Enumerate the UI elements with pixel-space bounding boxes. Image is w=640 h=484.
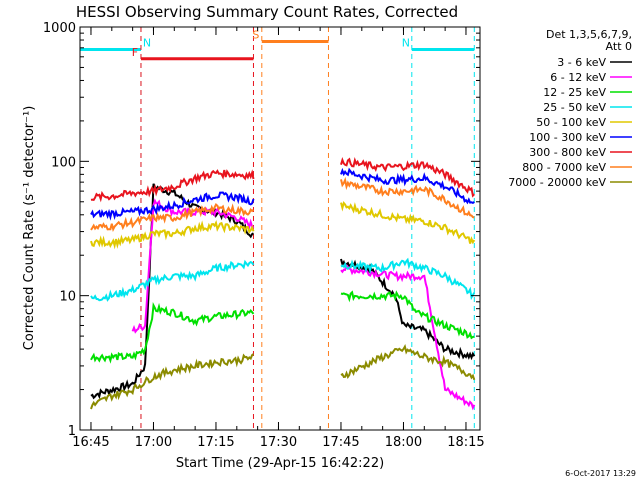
flag-label: F (132, 46, 138, 59)
series-line (90, 219, 255, 250)
y-axis: 1 10 100 1000 (43, 21, 480, 439)
legend-label: 25 - 50 keV (543, 101, 606, 114)
y-tick-label: 100 (51, 155, 76, 170)
series-line (340, 156, 476, 198)
x-tick-label: 17:00 (135, 435, 172, 450)
legend-header: Det 1,3,5,6,7,9, (546, 28, 632, 41)
chart-title: HESSI Observing Summary Count Rates, Cor… (76, 3, 458, 21)
legend: Det 1,3,5,6,7,9,Att 03 - 6 keV 6 - 12 keV… (508, 28, 632, 189)
series-line (90, 259, 255, 302)
legend-label: 6 - 12 keV (550, 71, 606, 84)
series-line (90, 353, 255, 410)
x-tick-label: 17:45 (322, 435, 359, 450)
series-line (90, 169, 255, 203)
y-axis-label: Corrected Count Rate (s⁻¹ detector⁻¹) (22, 106, 37, 351)
series-line (340, 258, 476, 361)
series-line (340, 290, 475, 340)
series-line (340, 176, 475, 219)
legend-label: 100 - 300 keV (529, 131, 606, 144)
legend-header: Att 0 (606, 40, 632, 53)
series-line (340, 257, 476, 301)
legend-label: 3 - 6 keV (557, 56, 606, 69)
series-line (90, 301, 255, 364)
x-tick-label: 16:45 (72, 435, 109, 450)
legend-label: 800 - 7000 keV (522, 161, 606, 174)
series-line (90, 203, 255, 232)
series-line (90, 183, 254, 400)
footer-timestamp: 6-Oct-2017 13:29 (565, 469, 636, 478)
series-line (340, 167, 475, 205)
legend-label: 50 - 100 keV (536, 116, 606, 129)
flag-label: N (402, 36, 410, 49)
x-tick-label: 18:00 (385, 435, 422, 450)
legend-label: 12 - 25 keV (543, 86, 606, 99)
x-tick-label: 17:15 (197, 435, 234, 450)
y-tick-label: 1 (68, 424, 76, 439)
series-line (90, 191, 255, 221)
legend-label: 7000 - 20000 keV (508, 176, 606, 189)
y-tick-label: 10 (59, 290, 76, 305)
series-line (340, 200, 476, 245)
y-tick-label: 1000 (43, 21, 76, 36)
flag-label: S (252, 28, 259, 41)
x-tick-label: 18:15 (447, 435, 484, 450)
x-axis: 16:45 17:00 17:15 17:30 17:45 18:00 18:15 (72, 27, 485, 450)
plot-frame (79, 26, 481, 431)
series-line (340, 343, 476, 381)
x-axis-label: Start Time (29-Apr-15 16:42:22) (176, 456, 384, 471)
flag-label: N (143, 36, 151, 49)
axes: 16:45 17:00 17:15 17:30 17:45 18:00 18:15 1101… (43, 21, 485, 450)
x-tick-label: 17:30 (260, 435, 297, 450)
legend-label: 300 - 800 keV (529, 146, 606, 159)
series-line (340, 263, 476, 411)
